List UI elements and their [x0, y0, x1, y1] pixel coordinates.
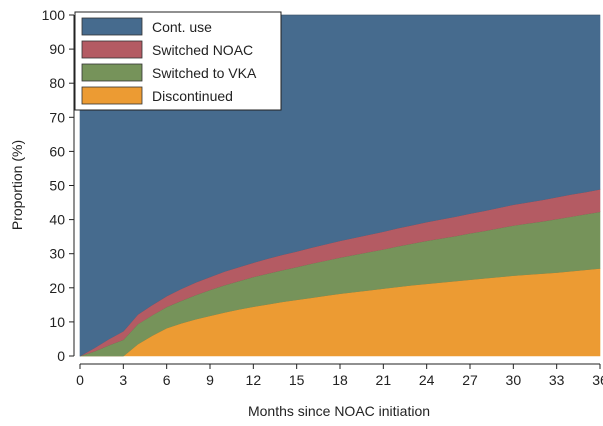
x-tick-label-21: 21 [376, 372, 392, 388]
x-tick-label-3: 3 [119, 372, 127, 388]
x-tick-label-12: 12 [246, 372, 262, 388]
x-tick-label-33: 33 [549, 372, 565, 388]
x-tick-label-6: 6 [163, 372, 171, 388]
y-tick-label-70: 70 [49, 109, 65, 125]
legend-swatch-cont-use [81, 17, 143, 36]
x-tick-label-15: 15 [289, 372, 305, 388]
x-axis-label: Months since NOAC initiation [248, 403, 430, 419]
x-tick-label-0: 0 [76, 372, 84, 388]
x-tick-label-9: 9 [206, 372, 214, 388]
legend-label-switched-to-vka: Switched to VKA [152, 65, 257, 81]
x-tick-label-27: 27 [462, 372, 478, 388]
y-tick-label-100: 100 [42, 7, 66, 23]
y-tick-label-90: 90 [49, 41, 65, 57]
y-tick-label-30: 30 [49, 246, 65, 262]
y-tick-label-60: 60 [49, 143, 65, 159]
legend-swatch-switched-noac [81, 40, 143, 59]
y-tick-label-50: 50 [49, 178, 65, 194]
y-tick-label-0: 0 [57, 348, 65, 364]
y-tick-label-20: 20 [49, 280, 65, 296]
x-tick-label-18: 18 [332, 372, 348, 388]
legend-swatch-discontinued [81, 86, 143, 105]
x-tick-label-24: 24 [419, 372, 435, 388]
legend: Cont. use Switched NOAC Switched to VKA Dis… [74, 11, 282, 111]
legend-label-switched-noac: Switched NOAC [152, 42, 253, 58]
legend-label-cont-use: Cont. use [152, 19, 212, 35]
y-tick-label-80: 80 [49, 75, 65, 91]
legend-swatch-switched-to-vka [81, 63, 143, 82]
legend-label-discontinued: Discontinued [152, 88, 233, 104]
x-tick-label-36: 36 [592, 372, 603, 388]
y-tick-label-40: 40 [49, 212, 65, 228]
y-tick-label-10: 10 [49, 314, 65, 330]
y-axis-label: Proportion (%) [9, 140, 25, 230]
x-tick-label-30: 30 [506, 372, 522, 388]
